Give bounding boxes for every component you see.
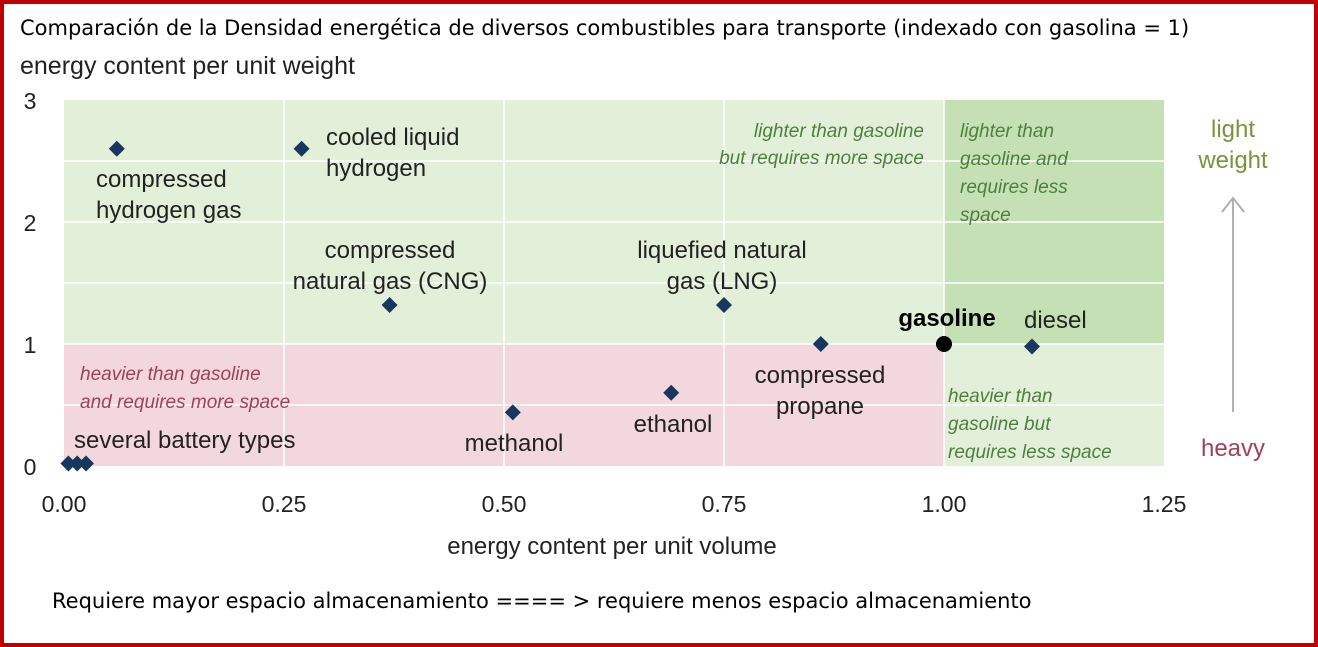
- label-diesel: diesel: [1024, 307, 1087, 334]
- marker-3: [716, 296, 732, 313]
- label-lng: liquefied natural gas (LNG): [637, 237, 806, 295]
- y-tick-label: 3: [24, 88, 37, 114]
- label-cng: compressed natural gas (CNG): [293, 237, 488, 295]
- x-tick-label: 0.50: [482, 491, 527, 517]
- region-text-lighter-less-space: lighter than gasoline and requires less spa…: [960, 121, 1069, 226]
- footer-note: Requiere mayor espacio almacenamiento ==…: [52, 589, 1032, 613]
- marker-1: [293, 140, 310, 157]
- label-methanol: methanol: [465, 430, 564, 457]
- label-battery-types: several battery types: [74, 427, 295, 454]
- x-tick-label: 1.00: [922, 491, 967, 517]
- label-ethanol: ethanol: [634, 411, 713, 438]
- region-text-heavier-less-space: heavier than gasoline but requires less sp…: [948, 386, 1112, 463]
- x-tick-label: 0.25: [262, 491, 307, 517]
- x-tick-label: 0.75: [702, 491, 747, 517]
- marker-5: [1024, 338, 1040, 355]
- label-compressed-propane: compressed propane: [755, 362, 886, 420]
- grid: [64, 100, 1164, 466]
- marker-9: [60, 455, 77, 472]
- x-tick-label: 0.00: [42, 491, 87, 517]
- marker-7: [663, 384, 680, 401]
- marker-gasoline: [936, 336, 952, 352]
- heavy-label: heavy: [1201, 435, 1265, 462]
- y-tick-label: 2: [24, 210, 37, 236]
- region-text-lighter-more-space: lighter than gasoline but requires more s…: [719, 121, 924, 169]
- x-axis-title: energy content per unit volume: [447, 533, 777, 560]
- marker-2: [381, 296, 398, 313]
- x-tick-label: 1.25: [1142, 491, 1187, 517]
- region-text-heavier-more-space: heavier than gasoline and requires more s…: [80, 364, 290, 413]
- marker-8: [504, 404, 521, 421]
- label-compressed-hydrogen: compressed hydrogen gas: [96, 166, 241, 224]
- marker-0: [108, 140, 125, 157]
- chart-title: Comparación de la Densidad energética de…: [20, 16, 1190, 40]
- y-axis-title: energy content per unit weight: [20, 52, 355, 80]
- marker-11: [78, 455, 94, 472]
- marker-10: [69, 455, 86, 472]
- y-tick-label: 0: [24, 454, 37, 480]
- light-weight-label: light weight: [1197, 116, 1268, 174]
- marker-6: [812, 336, 829, 352]
- label-cooled-liquid-hydrogen: cooled liquid hydrogen: [326, 124, 459, 182]
- label-gasoline: gasoline: [898, 305, 995, 332]
- y-tick-label: 1: [24, 332, 37, 358]
- weight-arrow-head: [1221, 196, 1245, 213]
